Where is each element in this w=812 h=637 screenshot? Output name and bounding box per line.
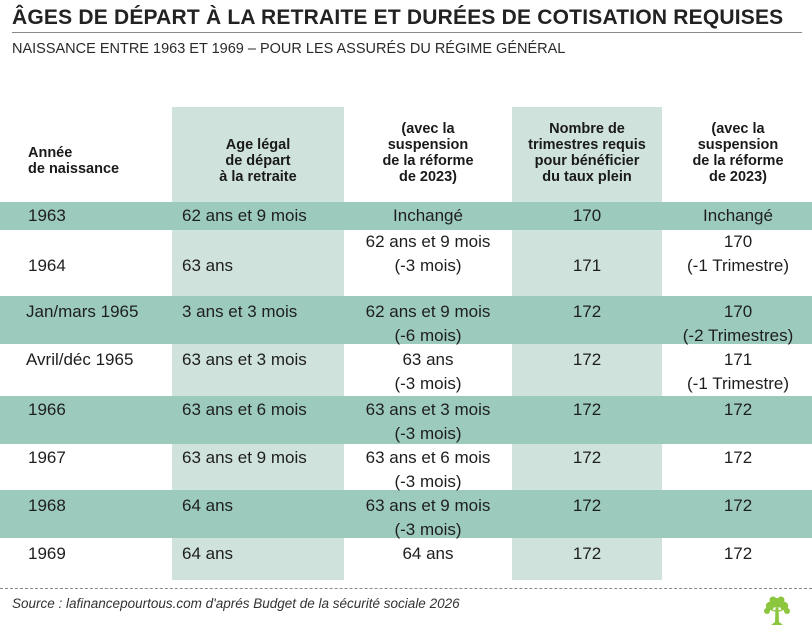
cell-trimestres-suspension: 172 [664, 446, 812, 470]
cell-age: 63 ans et 3 mois [182, 350, 307, 369]
cell-annee: Jan/mars 1965 [26, 302, 139, 321]
row-band-1963 [0, 202, 812, 230]
row-band-1966 [0, 396, 812, 444]
cell-trimestres-suspension: 170 (-1 Trimestre) [664, 230, 812, 278]
cell-age-suspension: 63 ans et 9 mois (-3 mois) [344, 494, 512, 542]
header-line: de la réforme [692, 153, 784, 169]
cell-line: (-3 mois) [394, 520, 462, 539]
cell-trimestres-suspension: Inchangé [664, 204, 812, 228]
cell-age-suspension: 63 ans et 3 mois (-3 mois) [344, 398, 512, 446]
cell-line: Inchangé [393, 206, 463, 225]
cell-line: (-3 mois) [394, 256, 462, 275]
cell-line: 170 [723, 232, 753, 251]
source-note: Source : lafinancepourtous.com d'aprés B… [12, 596, 460, 611]
cell-annee: 1964 [28, 256, 66, 275]
cell-annee: 1968 [28, 496, 66, 515]
cell-trimestres: 172 [572, 302, 602, 321]
cell-annee: 1963 [28, 206, 66, 225]
cell-trimestres: 172 [572, 350, 602, 369]
cell-line: 170 [723, 302, 753, 321]
cell-trimestres: 172 [572, 496, 602, 515]
header-line: de départ [225, 153, 291, 169]
cell-trimestres-suspension: 171 (-1 Trimestre) [664, 348, 812, 396]
header-line: à la retraite [219, 169, 297, 185]
cell-trimestres-suspension: 172 [664, 494, 812, 518]
header-line: (avec la [401, 121, 455, 137]
header-line: Année [28, 145, 73, 161]
cell-line: 171 [723, 350, 753, 369]
cell-age-suspension: Inchangé [344, 204, 512, 228]
cell-trimestres-suspension: 170 (-2 Trimestres) [664, 300, 812, 348]
cell-trimestres: 170 [572, 206, 602, 225]
header-age-legal: Age légal de départ à la retraite [172, 137, 344, 185]
cell-trimestres: 172 [572, 400, 602, 419]
header-line: suspension [387, 137, 469, 153]
header-line: trimestres requis [528, 137, 646, 153]
cell-age-suspension: 62 ans et 9 mois (-6 mois) [344, 300, 512, 348]
cell-line: 62 ans et 9 mois [365, 232, 491, 251]
header-age-suspension: (avec la suspension de la réforme de 202… [344, 121, 512, 185]
row-band-jan-mars-1965 [0, 296, 812, 344]
header-line: pour bénéficier [534, 153, 640, 169]
cell-trimestres-suspension: 172 [664, 542, 812, 566]
cell-age: 63 ans [182, 256, 234, 275]
row-band-1968 [0, 490, 812, 538]
cell-age: 63 ans et 9 mois [182, 448, 307, 467]
header-line: (avec la [711, 121, 765, 137]
cell-line: 172 [723, 544, 753, 563]
cell-line: 62 ans et 9 mois [365, 302, 491, 321]
tree-logo-icon [764, 596, 790, 625]
header-line: de 2023) [708, 169, 768, 185]
cell-line: Inchangé [703, 206, 773, 225]
header-trimestres-suspension: (avec la suspension de la réforme de 202… [664, 121, 812, 185]
cell-line: (-2 Trimestres) [682, 326, 794, 345]
cell-annee: 1967 [28, 448, 66, 467]
cell-age: 3 ans et 3 mois [182, 302, 298, 321]
cell-line: (-6 mois) [394, 326, 462, 345]
cell-age-suspension: 62 ans et 9 mois (-3 mois) [344, 230, 512, 278]
header-line: Nombre de [549, 121, 625, 137]
header-trimestres: Nombre de trimestres requis pour bénéfic… [512, 121, 662, 185]
cell-age-suspension: 63 ans et 6 mois (-3 mois) [344, 446, 512, 494]
title-divider [12, 32, 802, 33]
cell-annee: 1969 [28, 544, 66, 563]
page-title: ÂGES DE DÉPART À LA RETRAITE ET DURÉES D… [12, 6, 784, 29]
header-line: de la réforme [382, 153, 474, 169]
cell-age: 64 ans [182, 544, 234, 563]
cell-age: 63 ans et 6 mois [182, 400, 307, 419]
cell-trimestres: 172 [572, 448, 602, 467]
cell-line: (-3 mois) [394, 374, 462, 393]
page-subtitle: NAISSANCE ENTRE 1963 ET 1969 – POUR LES … [12, 41, 566, 57]
header-line: de 2023) [398, 169, 458, 185]
cell-trimestres-suspension: 172 [664, 398, 812, 422]
cell-line: (-3 mois) [394, 472, 462, 491]
cell-line: (-1 Trimestre) [687, 374, 789, 393]
cell-line: (-1 Trimestre) [687, 256, 789, 275]
cell-annee: 1966 [28, 400, 66, 419]
cell-line: 172 [723, 448, 753, 467]
cell-age-suspension: 63 ans (-3 mois) [344, 348, 512, 396]
cell-line: 172 [723, 496, 753, 515]
cell-line: (-3 mois) [394, 424, 462, 443]
cell-line: 63 ans et 9 mois [365, 496, 491, 515]
cell-age: 62 ans et 9 mois [182, 206, 307, 225]
cell-age: 64 ans [182, 496, 234, 515]
header-line: Age légal [225, 137, 291, 153]
header-line: du taux plein [542, 169, 632, 185]
footer-divider [0, 588, 812, 589]
header-line: suspension [697, 137, 779, 153]
cell-line: 63 ans et 6 mois [365, 448, 491, 467]
cell-line: 63 ans et 3 mois [365, 400, 491, 419]
header-annee: Année de naissance [28, 145, 168, 177]
header-line: de naissance [28, 161, 120, 177]
cell-trimestres: 171 [572, 256, 602, 275]
cell-line: 63 ans [402, 350, 454, 369]
cell-annee: Avril/déc 1965 [26, 350, 134, 369]
cell-age-suspension: 64 ans [344, 542, 512, 566]
cell-trimestres: 172 [572, 544, 602, 563]
cell-line: 64 ans [402, 544, 454, 563]
cell-line: 172 [723, 400, 753, 419]
